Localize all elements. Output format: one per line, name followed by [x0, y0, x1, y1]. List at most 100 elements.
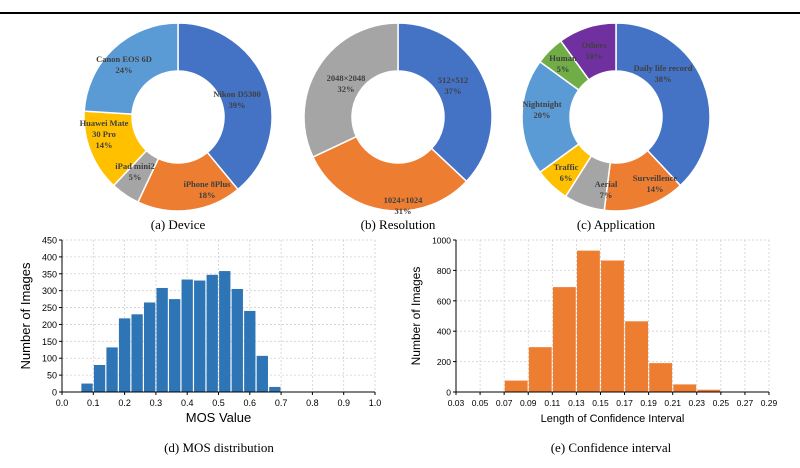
x-tick-label: 0.21: [664, 398, 681, 408]
x-tick-label: 0.19: [640, 398, 657, 408]
histogram-bar: [673, 384, 697, 392]
x-tick-label: 0.17: [616, 398, 633, 408]
histogram-bar: [576, 250, 600, 392]
slice-label-human: Human 5%: [549, 53, 577, 74]
slice-canon-eos-6d: [83, 22, 179, 115]
y-tick-label: 1000: [432, 236, 451, 246]
caption-mos: (d) MOS distribution: [164, 440, 274, 455]
y-tick-label: 100: [42, 354, 57, 364]
slice-label-2048-2048: 2048×2048 32%: [327, 73, 366, 94]
y-tick-label: 50: [47, 371, 57, 381]
x-tick-label: 0.3: [150, 398, 163, 408]
caption-resolution: (b) Resolution: [361, 217, 436, 232]
slice-others: [559, 22, 617, 81]
y-axis-label: Number of Images: [409, 267, 423, 366]
x-tick-label: 0.25: [713, 398, 730, 408]
histogram-bar: [181, 279, 193, 392]
x-tick-label: 0.03: [448, 398, 465, 408]
x-tick-label: 0.07: [496, 398, 513, 408]
y-axis-label: Number of Images: [18, 262, 33, 369]
slice-label-ipad-mini2: iPad mini2 5%: [115, 161, 154, 182]
histogram-bar: [601, 260, 624, 392]
y-tick-label: 300: [42, 286, 57, 296]
slice-label-huawei-mate-30-pro: Huawei Mate 30 Pro 14%: [80, 118, 129, 150]
x-tick-label: 0.11: [544, 398, 560, 408]
y-tick-label: 350: [42, 269, 57, 279]
caption-device: (a) Device: [151, 217, 206, 232]
histogram-bar: [552, 287, 576, 392]
histogram-bar: [244, 310, 256, 392]
slice-label-others: Others 10%: [581, 40, 607, 61]
histogram-bar: [256, 355, 268, 392]
x-axis-label: Length of Confidence Interval: [541, 413, 685, 425]
slice-daily-life-record: [615, 22, 711, 187]
histogram-bar: [504, 380, 528, 392]
x-tick-label: 0.7: [275, 398, 288, 408]
y-tick-label: 0: [446, 388, 451, 398]
slice-label-aerial: Aerial 7%: [595, 179, 618, 200]
x-tick-label: 0.2: [118, 398, 131, 408]
slice-1024-1024: [311, 135, 468, 212]
slice-2048-2048: [303, 22, 399, 159]
y-tick-label: 200: [437, 357, 451, 367]
y-tick-label: 450: [42, 236, 57, 246]
slice-label-nikon-d5300: Nikon D5300 39%: [213, 89, 260, 110]
x-tick-label: 0.13: [568, 398, 585, 408]
x-tick-label: 0.6: [244, 398, 257, 408]
histogram-bar: [649, 363, 673, 392]
histogram-bar: [81, 383, 93, 392]
slice-label-iphone-8plus: iPhone 8Plus 18%: [184, 179, 232, 200]
device-donut: Nikon D5300 39% iPhone 8Plus 18% iPad mini2 5…: [80, 22, 273, 212]
x-axis-label: MOS Value: [186, 410, 252, 425]
slice-label-1024-1024: 1024×1024 31%: [384, 195, 424, 216]
histogram-bar: [528, 347, 552, 392]
slice-512-512: [397, 22, 493, 183]
slice-label-traffic: Traffic 6%: [554, 162, 579, 183]
y-tick-label: 800: [437, 266, 451, 276]
y-tick-label: 200: [42, 320, 57, 330]
x-tick-label: 0.0: [56, 398, 69, 408]
histogram-bar: [206, 274, 218, 392]
confidence-histogram: 0 200 400 600 800 1000 0.03 0.05 0.07 0.09 0.11 0.1…: [409, 236, 778, 426]
caption-confidence: (e) Confidence interval: [551, 440, 672, 455]
histogram-bar: [131, 314, 143, 392]
x-tick-label: 0.1: [87, 398, 100, 408]
caption-application: (c) Application: [577, 217, 656, 232]
histogram-bar: [269, 386, 281, 392]
y-tick-label: 400: [42, 252, 57, 262]
application-donut: Daily life record 38% Surveillence 14% Aeria…: [521, 22, 711, 212]
x-tick-label: 0.27: [737, 398, 754, 408]
histogram-bar: [194, 280, 206, 392]
slice-label-surveillence: Surveillence 14%: [633, 173, 678, 194]
histogram-bar: [219, 271, 231, 392]
y-tick-label: 400: [437, 327, 451, 337]
x-tick-label: 0.29: [761, 398, 778, 408]
histogram-bar: [143, 302, 156, 392]
slice-label-512-512: 512×512 37%: [438, 75, 468, 96]
mos-histogram: 0 50 100 150 200 250 300 350 400 450 0.0 0.1 0.2 0.3 0…: [18, 236, 381, 426]
slice-nikon-d5300: [177, 22, 273, 191]
histogram-bar: [106, 347, 118, 392]
histogram-bar: [93, 364, 106, 392]
x-tick-label: 1.0: [369, 398, 382, 408]
histogram-bar: [231, 288, 243, 392]
resolution-donut: 512×512 37% 1024×1024 31% 2048×2048 32%: [303, 22, 493, 216]
y-tick-label: 600: [437, 296, 451, 306]
slice-label-canon-eos-6d: Canon EOS 6D 24%: [96, 54, 152, 75]
y-tick-label: 250: [42, 303, 57, 313]
histogram-bar: [118, 318, 131, 392]
x-tick-label: 0.15: [592, 398, 609, 408]
slice-label-nightnight: Nightnight 20%: [522, 99, 561, 120]
histogram-bar: [169, 299, 181, 392]
x-tick-label: 0.5: [212, 398, 225, 408]
x-tick-label: 0.8: [306, 398, 319, 408]
x-tick-label: 0.09: [520, 398, 537, 408]
y-tick-label: 150: [42, 337, 57, 347]
slice-label-daily-life-record: Daily life record 38%: [634, 63, 693, 84]
histogram-bar: [156, 287, 168, 392]
x-tick-label: 0.9: [337, 398, 350, 408]
y-tick-label: 0: [52, 388, 57, 398]
x-tick-label: 0.4: [181, 398, 194, 408]
x-tick-label: 0.23: [688, 398, 705, 408]
